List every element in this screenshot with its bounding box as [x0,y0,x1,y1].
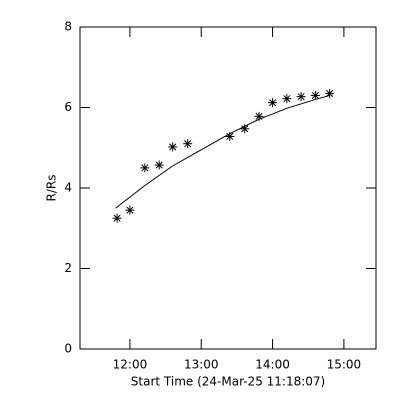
asterisk-marker [310,90,320,100]
fit-line [115,94,330,209]
y-axis-label: R/Rs [45,175,59,202]
asterisk-stroke [297,93,305,101]
x-axis-label: Start Time (24-Mar-25 11:18:07) [131,375,325,389]
asterisk-stroke [184,140,192,148]
asterisk-marker [125,205,135,215]
asterisk-marker [183,139,193,149]
asterisk-stroke [155,161,163,169]
asterisk-marker [154,160,164,170]
asterisk-stroke [226,132,234,141]
asterisk-marker [282,94,292,104]
y-tick-label: 0 [64,342,72,356]
asterisk-marker [168,142,178,152]
asterisk-marker [112,213,122,223]
x-tick-label: 15:00 [327,358,362,372]
y-tick-label: 8 [64,20,72,34]
asterisk-stroke [269,99,277,107]
y-tick-label: 2 [64,261,72,275]
asterisk-marker [140,163,150,173]
plot-frame [79,26,377,350]
asterisk-stroke [169,143,177,151]
x-tick-label: 13:00 [184,358,219,372]
asterisk-stroke [283,95,291,103]
y-tick-label: 6 [64,100,72,114]
asterisk-stroke [241,125,249,133]
x-tick-label: 12:00 [113,358,148,372]
asterisk-stroke [126,206,134,214]
asterisk-marker [268,98,278,108]
x-tick-label: 14:00 [255,358,290,372]
asterisk-stroke [141,164,149,172]
y-tick-label: 4 [64,181,72,195]
asterisk-stroke [255,112,263,120]
asterisk-marker [296,92,306,102]
asterisk-marker [240,124,250,134]
asterisk-stroke [113,214,121,222]
asterisk-stroke [311,91,319,99]
